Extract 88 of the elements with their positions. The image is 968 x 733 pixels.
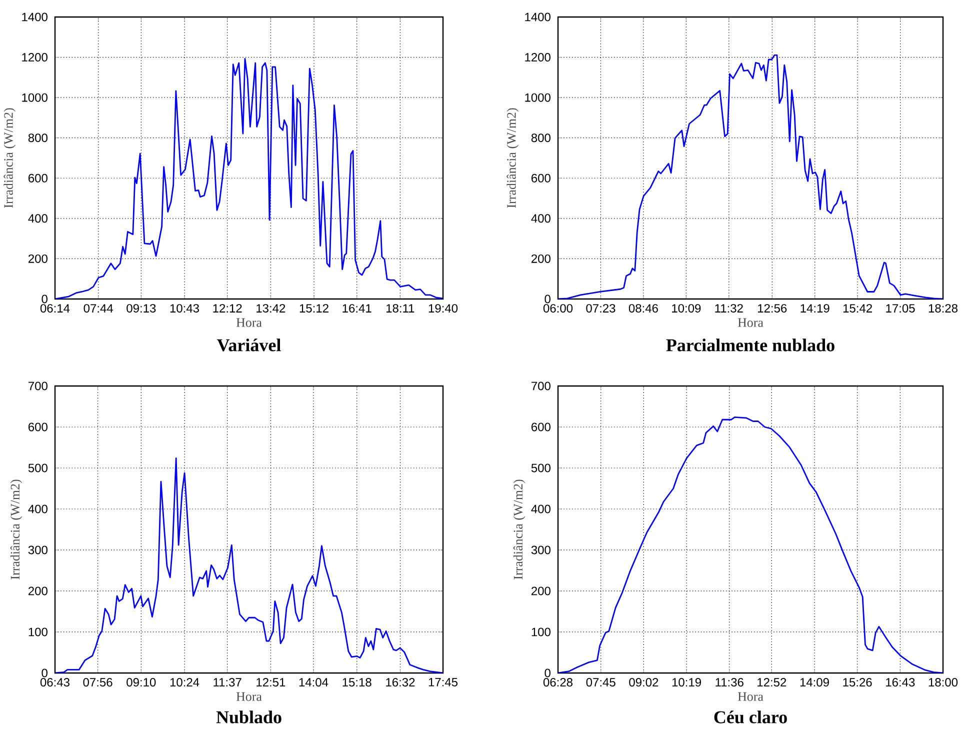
x-tick-label: 16:43 <box>886 678 915 687</box>
y-tick-label: 500 <box>531 464 550 472</box>
x-tick-label: 14:19 <box>800 304 830 313</box>
y-tick-label: 1200 <box>22 53 48 62</box>
x-tick-label: 07:45 <box>586 678 616 687</box>
x-tick-label: 12:51 <box>256 678 286 687</box>
text: Nublado <box>216 710 282 724</box>
x-tick-label: 16:41 <box>342 304 372 313</box>
y-tick-label: 1200 <box>525 53 550 62</box>
line-series <box>55 58 444 299</box>
y-tick-label: 400 <box>28 504 48 514</box>
y-tick-label: 200 <box>28 254 48 263</box>
x-tick-label: 14:09 <box>800 678 829 687</box>
x-tick-label: 07:56 <box>83 678 112 687</box>
x-tick-label: 17:05 <box>886 304 915 313</box>
y-tick-label: 200 <box>28 586 48 596</box>
y-tick-label: 400 <box>28 214 48 223</box>
x-tick-label: 08:46 <box>628 304 658 313</box>
y-tick-label: 400 <box>531 504 550 514</box>
x-tick-label: 09:02 <box>629 678 658 687</box>
y-tick-label: 0 <box>42 668 48 678</box>
y-tick-label: 600 <box>28 174 48 182</box>
x-axis-title: Hora <box>236 318 262 327</box>
x-tick-label: 16:32 <box>386 678 415 687</box>
x-tick-label: 10:24 <box>170 678 200 687</box>
line-series <box>558 416 944 673</box>
y-axis-title: Irradiância (W/m2) <box>4 108 16 208</box>
y-axis-title: Irradiância (W/m2) <box>513 480 526 580</box>
x-tick-label: 11:32 <box>715 304 743 313</box>
x-tick-label: 06:00 <box>543 304 573 313</box>
y-tick-label: 100 <box>28 628 48 636</box>
x-axis-title: Hora <box>738 318 764 327</box>
x-tick-label: 12:52 <box>758 678 786 687</box>
x-axis-title: Hora <box>738 692 764 701</box>
y-tick-label: 1000 <box>525 93 550 102</box>
y-tick-label: 1000 <box>22 93 48 102</box>
y-tick-label: 400 <box>531 214 550 223</box>
x-tick-label: 15:18 <box>342 678 372 687</box>
y-tick-label: 800 <box>531 134 550 142</box>
x-tick-label: 10:19 <box>672 678 701 687</box>
x-tick-label: 12:56 <box>758 304 787 313</box>
y-tick-label: 500 <box>28 464 48 472</box>
line-series <box>558 54 944 299</box>
y-tick-label: 600 <box>532 422 550 432</box>
text: Céu claro <box>714 710 787 724</box>
y-tick-label: 200 <box>532 586 550 596</box>
x-tick-label: 19:40 <box>428 304 458 313</box>
y-tick-label: 800 <box>28 134 48 142</box>
x-tick-label: 15:12 <box>300 304 328 313</box>
y-tick-label: 1400 <box>22 12 48 22</box>
y-tick-label: 0 <box>42 294 48 304</box>
text: Parcialmente nublado <box>666 338 834 352</box>
x-tick-label: 15:26 <box>843 678 872 687</box>
y-tick-label: 300 <box>531 546 550 554</box>
y-tick-label: 100 <box>532 628 550 636</box>
x-tick-label: 07:23 <box>586 304 616 313</box>
x-tick-label: 18:00 <box>928 678 958 687</box>
y-tick-label: 300 <box>28 546 48 554</box>
x-tick-label: 06:43 <box>40 678 70 687</box>
y-tick-label: 600 <box>28 422 48 432</box>
x-tick-label: 12:12 <box>213 304 242 312</box>
y-axis-title: Irradiância (W/m2) <box>10 480 22 580</box>
x-tick-label: 06:14 <box>40 304 70 313</box>
y-axis-title: Irradiância (W/m2) <box>506 108 519 208</box>
y-tick-label: 0 <box>544 294 550 304</box>
x-tick-label: 07:44 <box>84 304 113 313</box>
y-tick-label: 600 <box>532 174 550 182</box>
x-axis-title: Hora <box>236 692 262 701</box>
x-tick-label: 10:09 <box>672 304 701 313</box>
line-series <box>55 457 444 673</box>
x-tick-label: 17:45 <box>428 678 458 686</box>
x-tick-label: 11:36 <box>716 678 744 687</box>
text: Variável <box>217 338 281 352</box>
y-tick-label: 700 <box>28 382 48 390</box>
x-tick-label: 14:04 <box>299 678 328 687</box>
y-tick-label: 200 <box>532 254 550 263</box>
x-tick-label: 11:37 <box>214 678 242 687</box>
x-tick-label: 13:42 <box>256 304 286 313</box>
y-tick-label: 700 <box>532 382 550 390</box>
x-tick-label: 06:28 <box>543 678 572 687</box>
x-tick-label: 09:10 <box>126 678 156 687</box>
x-tick-label: 09:13 <box>126 304 156 313</box>
y-tick-label: 1400 <box>525 12 550 22</box>
x-tick-label: 10:43 <box>170 304 199 313</box>
x-tick-label: 18:11 <box>386 304 414 313</box>
y-tick-label: 0 <box>544 668 550 678</box>
x-tick-label: 18:28 <box>928 304 958 313</box>
x-tick-label: 15:42 <box>843 304 872 313</box>
